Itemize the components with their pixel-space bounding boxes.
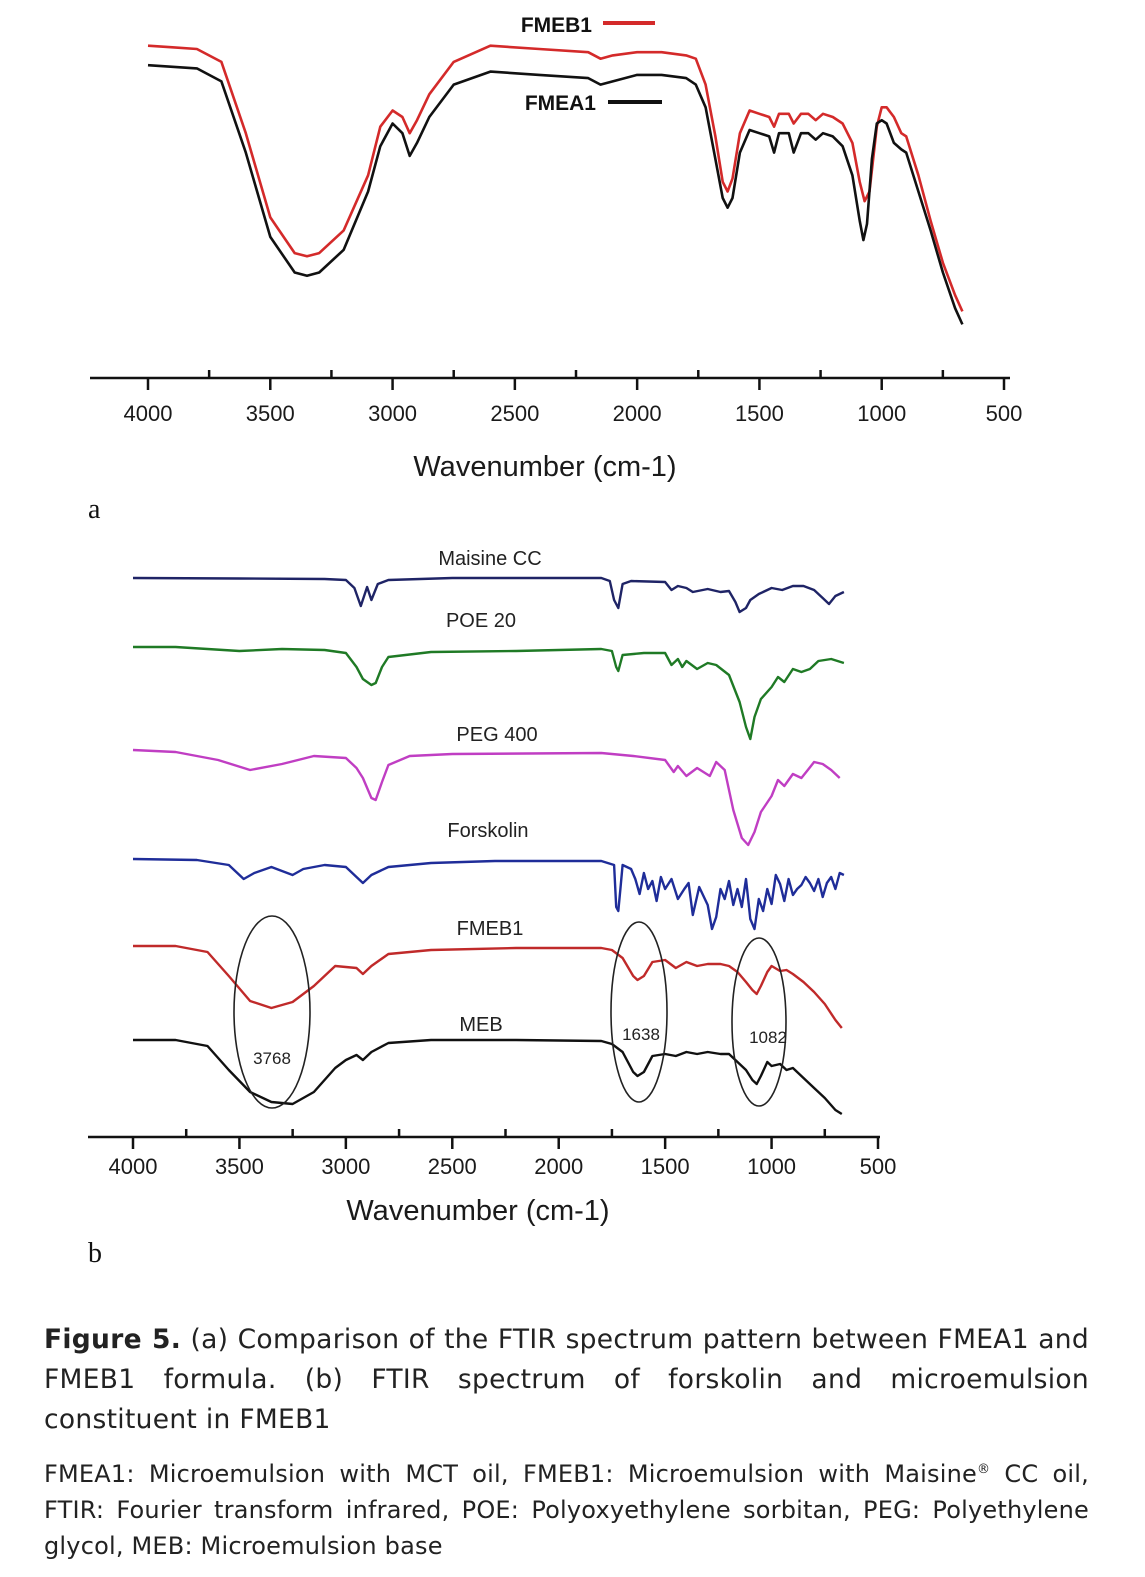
annotation-label-1082: 1082: [749, 1028, 787, 1047]
figure-canvas: 4000 3500 3000 2500 2000 1500 1000 500 Wavenumb…: [88, 14, 1022, 1269]
panel-a-tick-label: 2000: [613, 401, 662, 426]
panel-b-tick-label: 500: [860, 1154, 897, 1179]
panel-a-tick-label: 2500: [490, 401, 539, 426]
annotation-ellipse-1638: [610, 921, 668, 1103]
panel-b-series-label-peg-400: PEG 400: [456, 724, 537, 746]
figure-caption: Figure 5. (a) Comparison of the FTIR spe…: [44, 1320, 1089, 1440]
legend-label-fmeb1: FMEB1: [521, 14, 592, 37]
panel-b-tick-label: 2500: [428, 1154, 477, 1179]
panel-a-legend: FMEB1 FMEA1: [521, 14, 662, 115]
panel-a-tick-label: 3000: [368, 401, 417, 426]
panel-b-tick-label: 2000: [534, 1154, 583, 1179]
notes-text-part1: FMEA1: Microemulsion with MCT oil, FMEB1…: [44, 1460, 977, 1488]
panel-b-series-peg-400: [132, 748, 841, 847]
notes-text-part2: CC oil, FTIR: Fourier transform infrared…: [44, 1460, 1089, 1560]
panel-b-series-label-meb: MEB: [459, 1014, 502, 1036]
panel-a-series-fmea1: [147, 63, 964, 325]
panel-a-tick-label: 500: [986, 401, 1023, 426]
panel-b-series-poe-20: [133, 645, 845, 741]
panel-a-label: a: [88, 494, 101, 525]
panel-a-x-axis-title: Wavenumber (cm-1): [413, 451, 676, 483]
panel-b-tick-label: 4000: [109, 1154, 158, 1179]
annotation-ellipse-1082: [731, 937, 787, 1107]
panel-b-x-axis-title: Wavenumber (cm-1): [346, 1195, 609, 1227]
panel-b-series-maisine-cc: [132, 576, 845, 614]
panel-a-tick-label: 1000: [857, 401, 906, 426]
panel-a-plot: 4000 3500 3000 2500 2000 1500 1000 500 Wavenumb…: [88, 14, 1022, 525]
panel-a-series-fmeb1: [147, 44, 964, 312]
legend-label-fmea1: FMEA1: [525, 92, 596, 115]
annotation-label-1638: 1638: [622, 1025, 660, 1044]
figure-abbreviation-notes: FMEA1: Microemulsion with MCT oil, FMEB1…: [44, 1452, 1089, 1564]
panel-b-tick-label: 3500: [215, 1154, 264, 1179]
figure-caption-title: Figure 5.: [44, 1324, 182, 1355]
panel-b-series-forskolin: [132, 857, 845, 931]
panel-b-plot: Maisine CC POE 20 PEG 400 Forskolin FMEB1 MEB…: [88, 548, 896, 1269]
panel-a-tick-label: 4000: [124, 401, 173, 426]
panel-b-series-label-forskolin: Forskolin: [447, 820, 528, 842]
figure-caption-text: (a) Comparison of the FTIR spectrum patt…: [44, 1324, 1089, 1435]
panel-b-series-label-poe-20: POE 20: [446, 610, 516, 632]
panel-b-series-fmeb1: [133, 944, 843, 1029]
registered-mark: ®: [976, 1462, 991, 1477]
panel-b-label: b: [88, 1238, 102, 1269]
panel-b-series-label-maisine-cc: Maisine CC: [438, 548, 541, 570]
annotation-ellipse-3768: [233, 915, 311, 1109]
panel-b-tick-label: 3000: [321, 1154, 370, 1179]
annotation-label-3768: 3768: [253, 1049, 291, 1068]
panel-a-tick-label: 1500: [735, 401, 784, 426]
panel-b-tick-label: 1000: [747, 1154, 796, 1179]
panel-a-tick-label: 3500: [246, 401, 295, 426]
panel-b-series-meb: [133, 1038, 843, 1116]
panel-b-series-label-fmeb1: FMEB1: [457, 918, 524, 940]
panel-b-tick-label: 1500: [641, 1154, 690, 1179]
